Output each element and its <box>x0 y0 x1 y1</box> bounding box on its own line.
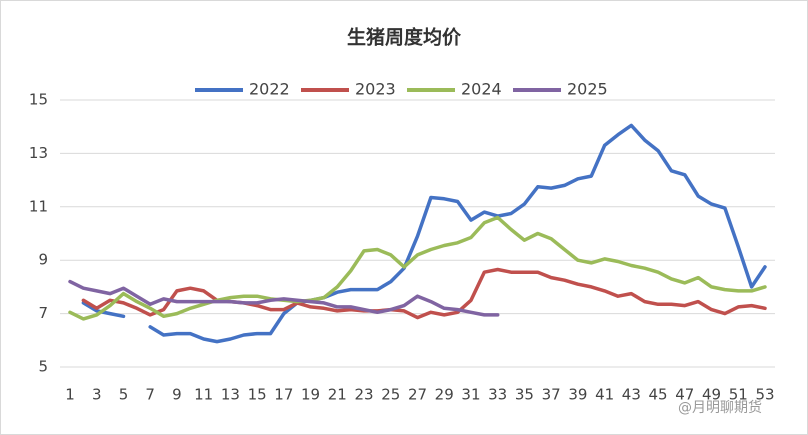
x-tick-label: 9 <box>172 386 182 404</box>
x-tick-label: 21 <box>328 386 347 404</box>
series-line <box>81 267 767 320</box>
x-tick-label: 33 <box>488 386 507 404</box>
chart-title: 生猪周度均价 <box>347 26 462 49</box>
x-tick-label: 27 <box>408 386 427 404</box>
x-tick-label: 13 <box>221 386 240 404</box>
x-tick-label: 1 <box>65 386 75 404</box>
x-tick-label: 3 <box>92 386 102 404</box>
x-tick-label: 39 <box>568 386 587 404</box>
y-tick-label: 5 <box>38 358 48 376</box>
x-tick-label: 17 <box>274 386 293 404</box>
x-tick-label: 51 <box>729 386 748 404</box>
x-tick-label: 25 <box>381 386 400 404</box>
x-tick-label: 19 <box>301 386 320 404</box>
x-tick-label: 11 <box>194 386 213 404</box>
series-line <box>68 279 500 317</box>
x-tick-label: 47 <box>675 386 694 404</box>
legend-label: 2023 <box>355 80 396 99</box>
legend-label: 2024 <box>461 80 502 99</box>
x-tick-label: 45 <box>649 386 668 404</box>
x-tick-label: 43 <box>622 386 641 404</box>
x-tick-label: 5 <box>119 386 129 404</box>
x-tick-label: 41 <box>595 386 614 404</box>
x-tick-label: 7 <box>145 386 155 404</box>
legend-label: 2022 <box>249 80 290 99</box>
x-tick-label: 37 <box>542 386 561 404</box>
y-tick-label: 7 <box>38 304 48 322</box>
x-tick-label: 31 <box>461 386 480 404</box>
y-tick-label: 9 <box>38 251 48 269</box>
legend-label: 2025 <box>567 80 608 99</box>
x-tick-label: 53 <box>755 386 774 404</box>
y-tick-label: 11 <box>29 197 48 215</box>
x-tick-label: 23 <box>354 386 373 404</box>
y-tick-label: 13 <box>29 144 48 162</box>
series-line <box>68 215 767 321</box>
watermark: @月明聊期货 <box>678 399 762 416</box>
x-tick-label: 29 <box>435 386 454 404</box>
y-tick-label: 15 <box>29 91 48 109</box>
x-tick-label: 15 <box>248 386 267 404</box>
x-tick-label: 49 <box>702 386 721 404</box>
x-tick-label: 35 <box>515 386 534 404</box>
